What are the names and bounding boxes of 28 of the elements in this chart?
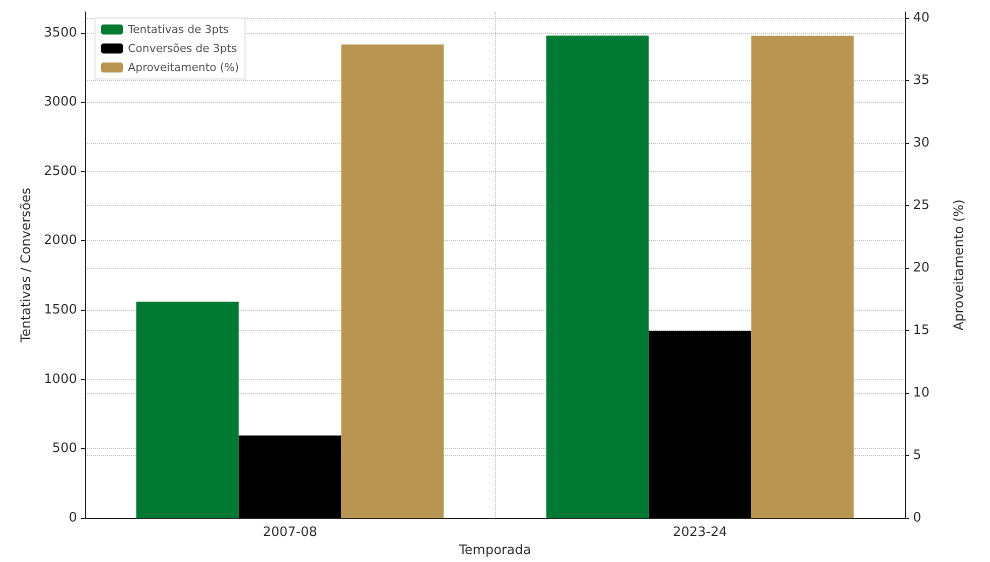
y-tick-label: 500	[52, 441, 77, 456]
y-tick-label: 2000	[44, 233, 77, 248]
x-axis-title: Temporada	[458, 543, 532, 558]
y2-tick-label: 20	[913, 260, 930, 276]
x-tick-label: 2023-24	[672, 525, 728, 540]
y-tick-label: 3500	[44, 25, 77, 40]
y-tick-label: 0	[68, 510, 77, 526]
y2-tick-label: 25	[913, 198, 930, 214]
bar	[136, 302, 239, 518]
y-axis-title: Tentativas / Conversões	[19, 187, 34, 344]
y2-tick-label: 0	[913, 510, 922, 526]
y2-axis-title: Aproveitamento (%)	[952, 199, 967, 331]
x-tick-label: 2007-08	[262, 525, 318, 540]
legend-label: Aproveitamento (%)	[128, 61, 239, 74]
y2-tick-label: 10	[913, 386, 930, 401]
bar	[238, 436, 342, 518]
bar	[546, 36, 649, 518]
y-tick-label: 1500	[44, 302, 77, 318]
y2-tick-label: 5	[913, 448, 922, 464]
y2-tick-label: 35	[913, 73, 930, 88]
y-tick-label: 2500	[44, 164, 77, 179]
y2-tick-label: 30	[913, 136, 930, 151]
y2-tick-label: 15	[913, 323, 930, 338]
legend-label: Conversões de 3pts	[128, 42, 238, 55]
y-tick-label: 1000	[44, 372, 77, 387]
y-tick-label: 3000	[44, 94, 77, 110]
legend-label: Tentativas de 3pts	[127, 23, 230, 36]
y2-tick-label: 40	[913, 10, 930, 26]
